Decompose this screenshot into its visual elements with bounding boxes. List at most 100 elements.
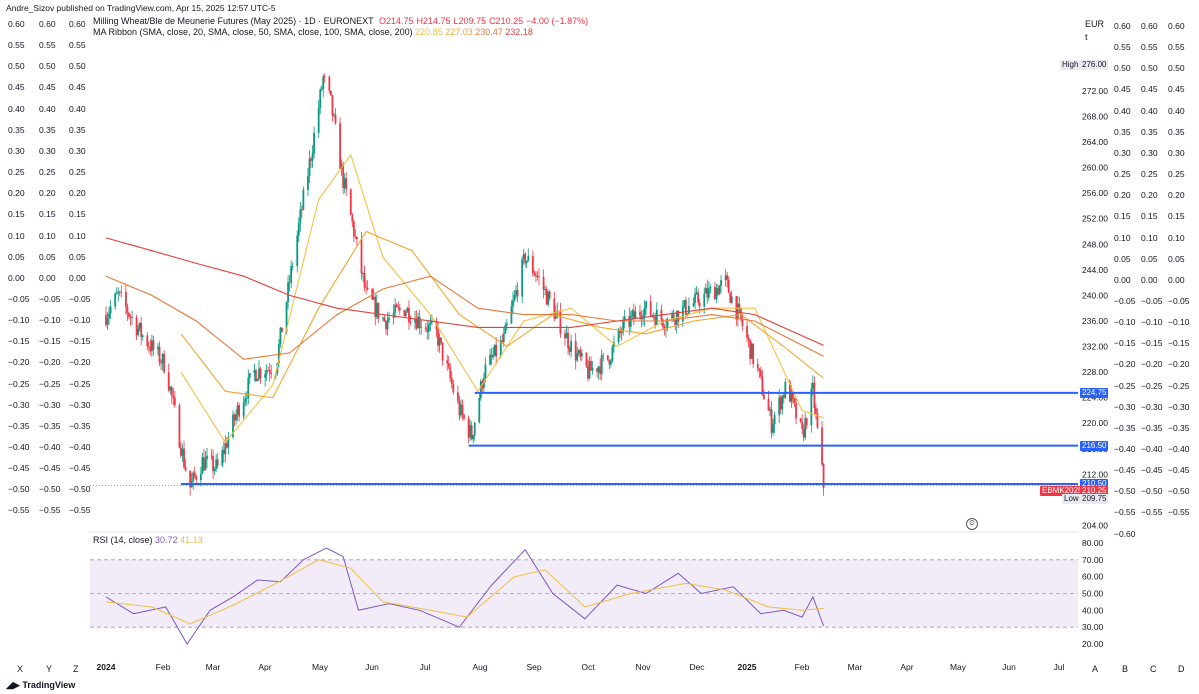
- candle-body: [597, 366, 600, 373]
- candle-body: [406, 307, 409, 313]
- right-scale-selector[interactable]: C: [1150, 664, 1157, 674]
- left-scale-tick: 0.25: [69, 167, 86, 178]
- candle-body: [128, 313, 130, 317]
- right-scale-tick: −0.35: [1141, 422, 1163, 433]
- right-scale-tick: −0.35: [1114, 422, 1136, 433]
- candle-body: [204, 459, 207, 471]
- candle-body: [268, 370, 271, 374]
- candle-body: [542, 276, 545, 290]
- candle-body: [377, 302, 380, 319]
- candle-body: [792, 391, 794, 399]
- candle-body: [322, 76, 325, 90]
- candle-body: [479, 381, 482, 399]
- right-scale-tick: 0.40: [1168, 105, 1185, 116]
- candle-body: [386, 319, 389, 330]
- left-scale-selector[interactable]: X: [17, 664, 24, 674]
- left-scale-selector[interactable]: Z: [73, 664, 79, 674]
- ohlc-item: −4.00 (−1.87%): [526, 16, 589, 26]
- time-tick-label: Feb: [795, 662, 810, 672]
- right-scale-selector[interactable]: A: [1092, 664, 1099, 674]
- right-scale-tick: −0.30: [1141, 401, 1163, 412]
- tradingview-logo-icon: ◢▶: [6, 680, 20, 690]
- candle-body: [238, 405, 241, 417]
- candle-body: [567, 332, 569, 349]
- candle-body: [447, 363, 450, 368]
- candle-body: [470, 425, 473, 440]
- right-scale-tick: 0.20: [1168, 190, 1185, 201]
- candle-body: [193, 472, 196, 477]
- left-scale-tick: 0.10: [69, 230, 86, 241]
- candle-body: [349, 189, 352, 215]
- candle-body: [606, 355, 609, 361]
- left-scale-tick: −0.20: [69, 357, 91, 368]
- candle-body: [331, 95, 334, 116]
- candle-body: [666, 318, 669, 328]
- candle-body: [588, 360, 591, 379]
- candle-body: [536, 276, 539, 277]
- alert-icon[interactable]: ⏲: [966, 518, 978, 530]
- candle-body: [632, 310, 635, 319]
- left-scale-tick: 0.25: [8, 167, 25, 178]
- candle-body: [805, 418, 808, 426]
- candle-body: [767, 399, 770, 411]
- time-tick-label: Feb: [156, 662, 171, 672]
- candle-body: [120, 291, 123, 293]
- ma20-value: 220.85: [415, 27, 443, 37]
- left-scale-selector[interactable]: Y: [46, 664, 53, 674]
- candle-body: [662, 319, 664, 327]
- right-scale-selector[interactable]: D: [1178, 664, 1185, 674]
- level-price-tag: 224.75: [1080, 387, 1109, 398]
- candle-body: [213, 468, 216, 472]
- price-tick-label: 204.00: [1082, 521, 1108, 531]
- candle-body: [424, 327, 427, 330]
- right-scale-tick: 0.55: [1141, 42, 1158, 53]
- left-scale-tick: −0.55: [39, 505, 61, 516]
- right-scale-selector[interactable]: B: [1122, 664, 1129, 674]
- candle-body: [253, 370, 256, 374]
- ma100-value: 230.47: [475, 27, 503, 37]
- right-scale-tick: −0.45: [1141, 465, 1163, 476]
- left-scale-tick: 0.15: [39, 209, 56, 220]
- candle-body: [398, 307, 401, 311]
- candle-body: [643, 308, 646, 319]
- candle-body: [210, 455, 213, 457]
- candle-body: [608, 360, 611, 365]
- candle-body: [484, 364, 487, 379]
- candle-body: [707, 288, 710, 298]
- candle-body: [769, 409, 771, 411]
- candle-body: [360, 239, 363, 274]
- candle-body: [677, 310, 680, 322]
- right-scale-tick: −0.55: [1114, 507, 1136, 518]
- time-tick-label: Mar: [848, 662, 863, 672]
- candle-body: [457, 392, 459, 402]
- left-scale-tick: −0.05: [69, 293, 91, 304]
- candle-body: [256, 379, 259, 382]
- candle-body: [483, 378, 485, 388]
- candle-body: [114, 293, 117, 307]
- candle-body: [117, 291, 120, 294]
- candle-body: [585, 352, 588, 367]
- time-tick-label: Aug: [472, 662, 487, 672]
- candle-body: [126, 306, 129, 314]
- left-scale-tick: −0.15: [69, 336, 91, 347]
- left-scale-tick: −0.10: [39, 315, 61, 326]
- candle-body: [538, 276, 540, 277]
- candle-body: [339, 123, 341, 170]
- right-scale-tick: −0.50: [1168, 486, 1190, 497]
- left-scale-tick: −0.45: [69, 463, 91, 474]
- rsi-tick-label: 20.00: [1082, 639, 1104, 649]
- right-scale-tick: 0.10: [1168, 232, 1185, 243]
- left-scale-tick: −0.50: [69, 484, 91, 495]
- candle-body: [770, 409, 773, 433]
- left-scale-tick: −0.15: [39, 336, 61, 347]
- candle-body: [270, 373, 273, 375]
- candle-body: [140, 322, 143, 337]
- candle-body: [493, 344, 496, 356]
- left-scale-tick: 0.60: [39, 19, 56, 29]
- candle-body: [492, 355, 494, 358]
- candle-body: [222, 450, 225, 455]
- candle-body: [747, 337, 750, 340]
- candle-body: [570, 341, 573, 352]
- candle-body: [438, 337, 441, 346]
